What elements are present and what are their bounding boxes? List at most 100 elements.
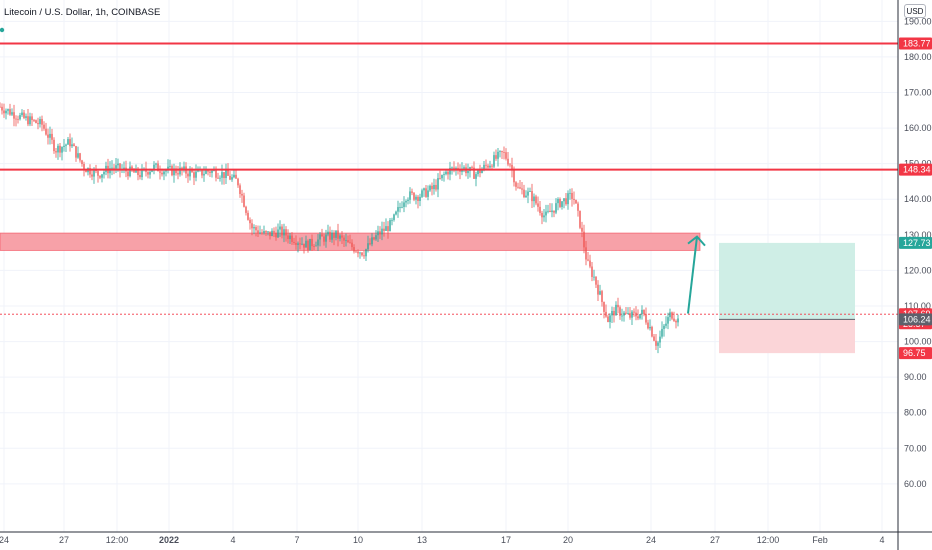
candle-body <box>177 173 179 175</box>
candle-body <box>577 203 579 211</box>
candle-body <box>409 191 411 200</box>
x-tick-label: 27 <box>59 535 69 545</box>
candle-body <box>501 151 503 153</box>
candle-body <box>53 139 55 152</box>
x-tick-label: 20 <box>563 535 573 545</box>
candle-body <box>639 314 641 319</box>
candle-body <box>675 320 677 323</box>
candle-body <box>265 231 267 233</box>
candle-body <box>549 210 551 213</box>
candle-body <box>315 245 317 247</box>
long-position-tool[interactable] <box>0 242 898 354</box>
candle-body <box>89 168 91 175</box>
candle-body <box>343 237 345 241</box>
candle-body <box>649 327 651 329</box>
price-tag-level <box>899 163 932 176</box>
candle-body <box>613 310 615 316</box>
candle-body <box>555 203 557 213</box>
candle-body <box>117 163 119 166</box>
candle-body <box>393 214 395 220</box>
candle-body <box>411 191 413 193</box>
candle-body <box>437 178 439 190</box>
candle-body <box>547 210 549 212</box>
candle-body <box>591 266 593 277</box>
candle-body <box>167 166 169 171</box>
candle-body <box>387 226 389 232</box>
candle-body <box>629 313 631 318</box>
candle-body <box>69 139 71 147</box>
candle-body <box>59 145 61 153</box>
y-tick-label: 120.00 <box>904 265 932 275</box>
candle-body <box>587 259 589 261</box>
price-tag-level-label: 183.77 <box>903 39 931 49</box>
candle-body <box>163 171 165 175</box>
candle-body <box>209 171 211 173</box>
candle-body <box>17 118 19 120</box>
candle-body <box>515 182 517 187</box>
candle-body <box>389 220 391 232</box>
candle-body <box>65 144 67 146</box>
candle-body <box>47 134 49 138</box>
arrow-shaft <box>687 236 698 314</box>
candle-body <box>579 210 581 228</box>
candle-body <box>31 116 33 121</box>
candle-body <box>0 106 1 108</box>
candle-body <box>37 123 39 125</box>
candle-body <box>341 235 343 238</box>
candle-body <box>109 168 111 174</box>
candle-body <box>493 155 495 167</box>
candle-body <box>175 168 177 174</box>
candle-body <box>463 167 465 169</box>
candle-body <box>25 116 27 118</box>
candle-body <box>29 116 31 125</box>
candle-body <box>581 227 583 232</box>
candle-body <box>473 167 475 179</box>
candle-body <box>499 151 501 152</box>
candle-body <box>43 124 45 129</box>
x-tick-label: 24 <box>0 535 9 545</box>
candle-body <box>511 164 513 170</box>
candle-body <box>165 170 167 172</box>
candle-body <box>155 163 157 165</box>
x-tick-label: Feb <box>812 535 828 545</box>
candle-body <box>673 318 675 321</box>
candle-body <box>217 177 219 179</box>
candle-body <box>273 230 275 233</box>
projection-arrow[interactable] <box>687 235 706 314</box>
candle-body <box>617 304 619 308</box>
candle-body <box>317 239 319 246</box>
candle-body <box>277 229 279 238</box>
candle-body <box>583 231 585 248</box>
x-tick-label: 10 <box>353 535 363 545</box>
candle-body <box>307 240 309 251</box>
candle-body <box>311 238 313 247</box>
y-tick-label: 60.00 <box>904 479 927 489</box>
live-indicator-icon <box>0 27 5 33</box>
candle-body <box>571 192 573 199</box>
candle-body <box>377 231 379 236</box>
candle-body <box>15 118 17 120</box>
candle-body <box>353 247 355 252</box>
candle-body <box>259 232 261 234</box>
candle-body <box>425 188 427 197</box>
candle-body <box>565 198 567 205</box>
candle-body <box>63 145 65 147</box>
candle-body <box>413 192 415 200</box>
candlesticks <box>0 102 679 354</box>
candle-body <box>41 119 43 125</box>
candle-body <box>637 316 639 319</box>
horizontal-levels[interactable] <box>0 42 898 171</box>
y-tick-label: 190.00 <box>904 16 932 26</box>
candle-body <box>99 175 101 178</box>
profit-zone <box>719 242 855 320</box>
candle-body <box>431 185 433 190</box>
candle-body <box>663 325 665 329</box>
candle-body <box>645 314 647 323</box>
candle-body <box>225 170 227 179</box>
candle-body <box>61 146 63 153</box>
candle-body <box>557 199 559 204</box>
candle-body <box>263 231 265 234</box>
currency-button[interactable]: USD <box>904 4 926 18</box>
candle-body <box>279 226 281 230</box>
